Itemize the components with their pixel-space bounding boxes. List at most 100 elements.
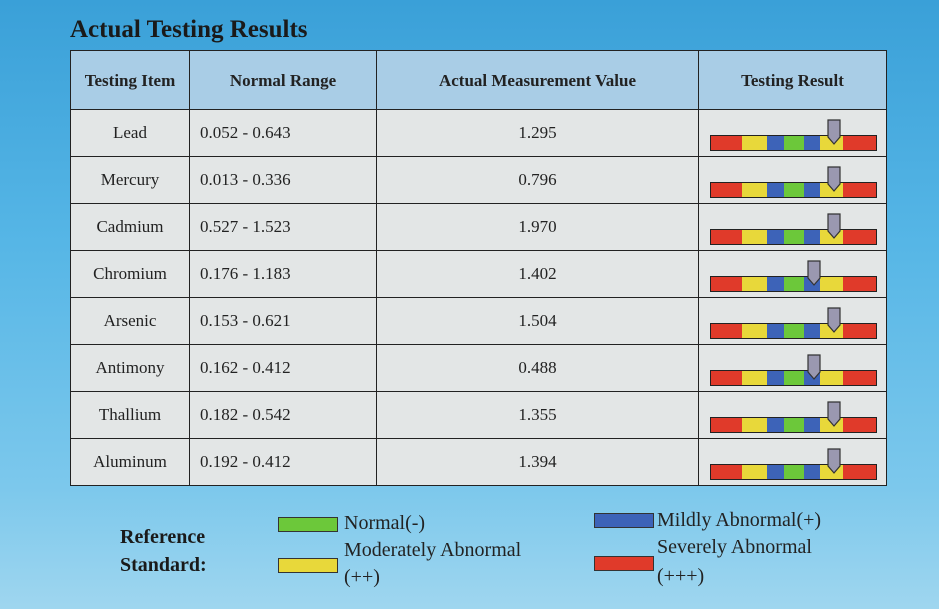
normal-range: 0.052 - 0.643 xyxy=(189,109,377,157)
scale-segment-blue xyxy=(767,418,785,432)
table-row: Aluminum 0.192 - 0.412 1.394 xyxy=(70,438,887,486)
table-row: Mercury 0.013 - 0.336 0.796 xyxy=(70,156,887,204)
scale-segment-red xyxy=(711,418,743,432)
result-marker-icon xyxy=(826,401,841,427)
scale-segment-red xyxy=(842,465,876,479)
table-row: Cadmium 0.527 - 1.523 1.970 xyxy=(70,203,887,251)
scale-segment-green xyxy=(784,371,805,385)
result-marker-icon xyxy=(826,307,841,333)
testing-item: Lead xyxy=(70,109,190,157)
scale-segment-red xyxy=(711,136,743,150)
normal-range: 0.162 - 0.412 xyxy=(189,344,377,392)
scale-segment-blue xyxy=(804,136,820,150)
legend-severe-2: (+++) xyxy=(657,565,705,587)
scale-segment-blue xyxy=(804,418,820,432)
legend-mild: Mildly Abnormal(+) xyxy=(657,509,822,531)
measurement-value: 1.394 xyxy=(376,438,699,486)
normal-range: 0.013 - 0.336 xyxy=(189,156,377,204)
scale-segment-red xyxy=(711,465,743,479)
testing-item: Antimony xyxy=(70,344,190,392)
result-scale-bar xyxy=(710,135,877,151)
scale-segment-blue xyxy=(767,183,785,197)
result-scale-bar xyxy=(710,370,877,386)
scale-segment-green xyxy=(784,277,805,291)
measurement-value: 1.295 xyxy=(376,109,699,157)
scale-segment-blue xyxy=(804,324,820,338)
legend-severe: Severely Abnormal xyxy=(657,536,812,558)
scale-segment-green xyxy=(784,230,805,244)
scale-segment-yellow xyxy=(742,230,768,244)
result-marker-icon xyxy=(826,213,841,239)
table-row: Lead 0.052 - 0.643 1.295 xyxy=(70,109,887,157)
testing-item: Cadmium xyxy=(70,203,190,251)
testing-result xyxy=(698,297,887,345)
testing-item: Chromium xyxy=(70,250,190,298)
testing-result xyxy=(698,156,887,204)
normal-range: 0.153 - 0.621 xyxy=(189,297,377,345)
result-scale-bar xyxy=(710,323,877,339)
legend-moderate-2: (++) xyxy=(344,566,380,588)
scale-segment-blue xyxy=(767,465,785,479)
result-scale-bar xyxy=(710,182,877,198)
scale-segment-red xyxy=(711,277,743,291)
result-scale-bar xyxy=(710,464,877,480)
normal-range: 0.192 - 0.412 xyxy=(189,438,377,486)
result-marker-icon xyxy=(826,448,841,474)
testing-result xyxy=(698,391,887,439)
header-measurement-value: Actual Measurement Value xyxy=(376,50,699,110)
scale-segment-red xyxy=(842,183,876,197)
page-title: Actual Testing Results xyxy=(70,16,308,43)
scale-segment-blue xyxy=(767,277,785,291)
normal-range: 0.182 - 0.542 xyxy=(189,391,377,439)
scale-segment-green xyxy=(784,183,805,197)
testing-result xyxy=(698,344,887,392)
result-marker-icon xyxy=(826,166,841,192)
scale-segment-green xyxy=(784,324,805,338)
measurement-value: 1.970 xyxy=(376,203,699,251)
scale-segment-green xyxy=(784,418,805,432)
legend-swatch-mild xyxy=(594,513,654,528)
scale-segment-red xyxy=(842,371,876,385)
testing-result xyxy=(698,438,887,486)
scale-segment-red xyxy=(842,324,876,338)
scale-segment-red xyxy=(842,136,876,150)
result-scale-bar xyxy=(710,417,877,433)
table-row: Thallium 0.182 - 0.542 1.355 xyxy=(70,391,887,439)
header-testing-result: Testing Result xyxy=(698,50,887,110)
scale-segment-green xyxy=(784,465,805,479)
scale-segment-yellow xyxy=(742,136,768,150)
measurement-value: 1.402 xyxy=(376,250,699,298)
scale-segment-blue xyxy=(804,183,820,197)
scale-segment-blue xyxy=(767,230,785,244)
scale-segment-blue xyxy=(767,371,785,385)
legend-label-1: Reference xyxy=(120,526,206,548)
scale-segment-red xyxy=(711,324,743,338)
scale-segment-red xyxy=(842,418,876,432)
scale-segment-red xyxy=(711,371,743,385)
testing-result xyxy=(698,250,887,298)
testing-item: Thallium xyxy=(70,391,190,439)
measurement-value: 0.796 xyxy=(376,156,699,204)
result-scale-bar xyxy=(710,276,877,292)
scale-segment-blue xyxy=(767,136,785,150)
scale-segment-red xyxy=(711,230,743,244)
scale-segment-yellow xyxy=(742,324,768,338)
scale-segment-red xyxy=(842,230,876,244)
scale-segment-blue xyxy=(804,230,820,244)
result-marker-icon xyxy=(806,354,821,380)
testing-item: Aluminum xyxy=(70,438,190,486)
scale-segment-yellow xyxy=(742,183,768,197)
legend-normal: Normal(-) xyxy=(344,512,426,534)
result-scale-bar xyxy=(710,229,877,245)
legend-label-2: Standard: xyxy=(120,554,207,576)
testing-result xyxy=(698,109,887,157)
table-row: Chromium 0.176 - 1.183 1.402 xyxy=(70,250,887,298)
scale-segment-blue xyxy=(804,465,820,479)
scale-segment-yellow xyxy=(819,371,843,385)
header-testing-item: Testing Item xyxy=(70,50,190,110)
measurement-value: 0.488 xyxy=(376,344,699,392)
legend-swatch-severe xyxy=(594,556,654,571)
normal-range: 0.527 - 1.523 xyxy=(189,203,377,251)
measurement-value: 1.504 xyxy=(376,297,699,345)
scale-segment-yellow xyxy=(742,277,768,291)
